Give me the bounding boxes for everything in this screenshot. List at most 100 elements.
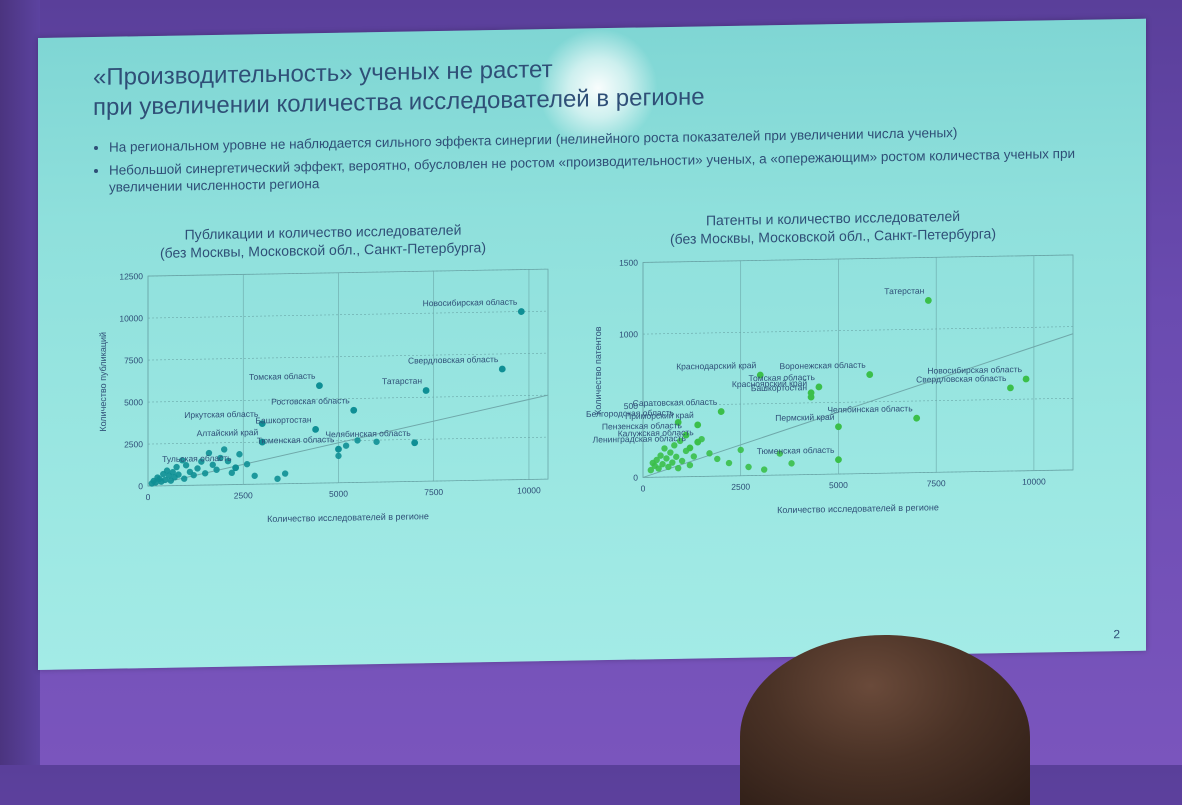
data-point <box>354 437 361 444</box>
data-point <box>373 438 380 445</box>
data-point <box>182 462 190 469</box>
x-tick-label: 10000 <box>1022 476 1046 486</box>
point-annotation: Челябинская область <box>325 428 411 439</box>
y-tick-label: 1000 <box>619 329 638 339</box>
data-point <box>194 465 201 472</box>
labeled-data-point <box>1022 375 1030 383</box>
data-point <box>776 450 784 457</box>
data-point <box>169 469 176 476</box>
trend-line <box>642 333 1074 478</box>
y-tick-label: 7500 <box>124 355 143 365</box>
data-point <box>274 475 281 482</box>
point-annotation: Пензенская область <box>602 420 683 431</box>
point-annotation: Иркутская область <box>184 409 259 420</box>
labeled-data-point <box>312 425 320 433</box>
data-point <box>180 475 188 482</box>
labeled-data-point <box>866 371 874 378</box>
y-tick-label: 0 <box>633 473 638 483</box>
y-tick-label: 5000 <box>124 397 143 407</box>
data-point <box>201 470 209 477</box>
labeled-data-point <box>316 382 323 390</box>
left-chart-title: Публикации и количество исследователей (… <box>148 220 498 262</box>
point-annotation: Новосибирская область <box>423 297 518 309</box>
y-gridline <box>148 478 548 487</box>
data-point <box>342 442 350 449</box>
data-point <box>236 451 243 458</box>
labeled-data-point <box>258 438 266 446</box>
point-annotation: Челябинская область <box>827 403 913 414</box>
labeled-data-point <box>682 431 690 439</box>
point-annotation: Краснодарский край <box>676 360 756 371</box>
point-annotation: Алтайский край <box>197 427 259 438</box>
labeled-data-point <box>232 464 240 472</box>
x-tick-label: 5000 <box>829 480 848 490</box>
data-point <box>281 470 289 477</box>
data-point <box>205 449 213 457</box>
labeled-data-point <box>335 445 342 453</box>
point-annotation: Тюменская область <box>757 445 835 456</box>
data-point <box>788 460 795 467</box>
patents-scatter-chart: 0 2500 5000 7500 10000 0 500 1000 1500 Количество… <box>586 254 1074 515</box>
labeled-data-point <box>807 393 815 401</box>
y-gridline <box>148 352 548 361</box>
data-point <box>190 472 197 479</box>
labeled-data-point <box>913 414 921 422</box>
bullet-list: На региональном уровне не наблюдается си… <box>93 121 1129 202</box>
data-point <box>653 456 660 464</box>
y-gridline <box>643 326 1073 335</box>
projector-screen: «Производительность» ученых не растет пр… <box>38 18 1146 670</box>
point-annotation: Приморский край <box>625 410 694 421</box>
data-point <box>673 453 680 460</box>
data-point <box>690 453 698 460</box>
point-annotation: Белгородская область <box>586 407 675 419</box>
data-point <box>661 445 668 452</box>
data-point <box>209 461 216 468</box>
y-gridline <box>148 394 548 403</box>
labeled-data-point <box>686 444 694 452</box>
y-tick-label: 0 <box>138 481 143 491</box>
x-tick-label: 10000 <box>517 485 541 495</box>
data-point <box>243 460 251 468</box>
data-point <box>665 463 672 471</box>
data-point <box>224 457 232 465</box>
data-point <box>669 459 676 466</box>
data-point <box>217 454 224 462</box>
data-point <box>657 452 664 459</box>
labeled-data-point <box>694 438 702 446</box>
data-point <box>678 457 686 465</box>
labeled-data-point <box>756 371 764 379</box>
point-annotation: Башкортостан <box>751 382 808 393</box>
x-axis-label: Количество исследователей в регионе <box>267 511 429 524</box>
point-annotation: Саратовская область <box>633 397 718 408</box>
y-axis-label: Количество патентов <box>593 326 603 415</box>
data-point <box>659 460 666 468</box>
point-annotation: Пермский край <box>775 412 834 423</box>
data-point <box>686 461 694 469</box>
labeled-data-point <box>411 439 419 447</box>
x-tick-label: 0 <box>641 483 646 493</box>
y-axis-label: Количество публикаций <box>98 332 108 432</box>
point-annotation: Воронежская область <box>780 360 867 372</box>
data-point <box>179 457 186 464</box>
y-tick-label: 500 <box>624 401 638 411</box>
data-point <box>198 458 205 465</box>
y-gridline <box>148 310 548 319</box>
data-point <box>220 446 228 453</box>
data-point <box>737 446 744 454</box>
x-tick-label: 7500 <box>927 478 946 488</box>
labeled-data-point <box>717 408 725 415</box>
data-point <box>667 449 674 456</box>
labeled-data-point <box>835 423 842 431</box>
point-annotation: Томская область <box>748 372 815 383</box>
point-annotation: Татерстан <box>884 286 924 297</box>
point-annotation: Калужская область <box>618 427 695 438</box>
point-annotation: Свердловская область <box>916 373 1007 385</box>
data-point <box>714 455 721 463</box>
y-tick-label: 2500 <box>124 439 143 449</box>
right-chart-title: Патенты и количество исследователей (без… <box>653 206 1013 248</box>
point-annotation: Свердловская область <box>408 354 499 366</box>
data-point <box>228 469 236 477</box>
y-tick-label: 12500 <box>119 271 143 281</box>
x-axis-label: Количество исследователей в регионе <box>777 502 939 515</box>
data-point <box>647 466 655 474</box>
